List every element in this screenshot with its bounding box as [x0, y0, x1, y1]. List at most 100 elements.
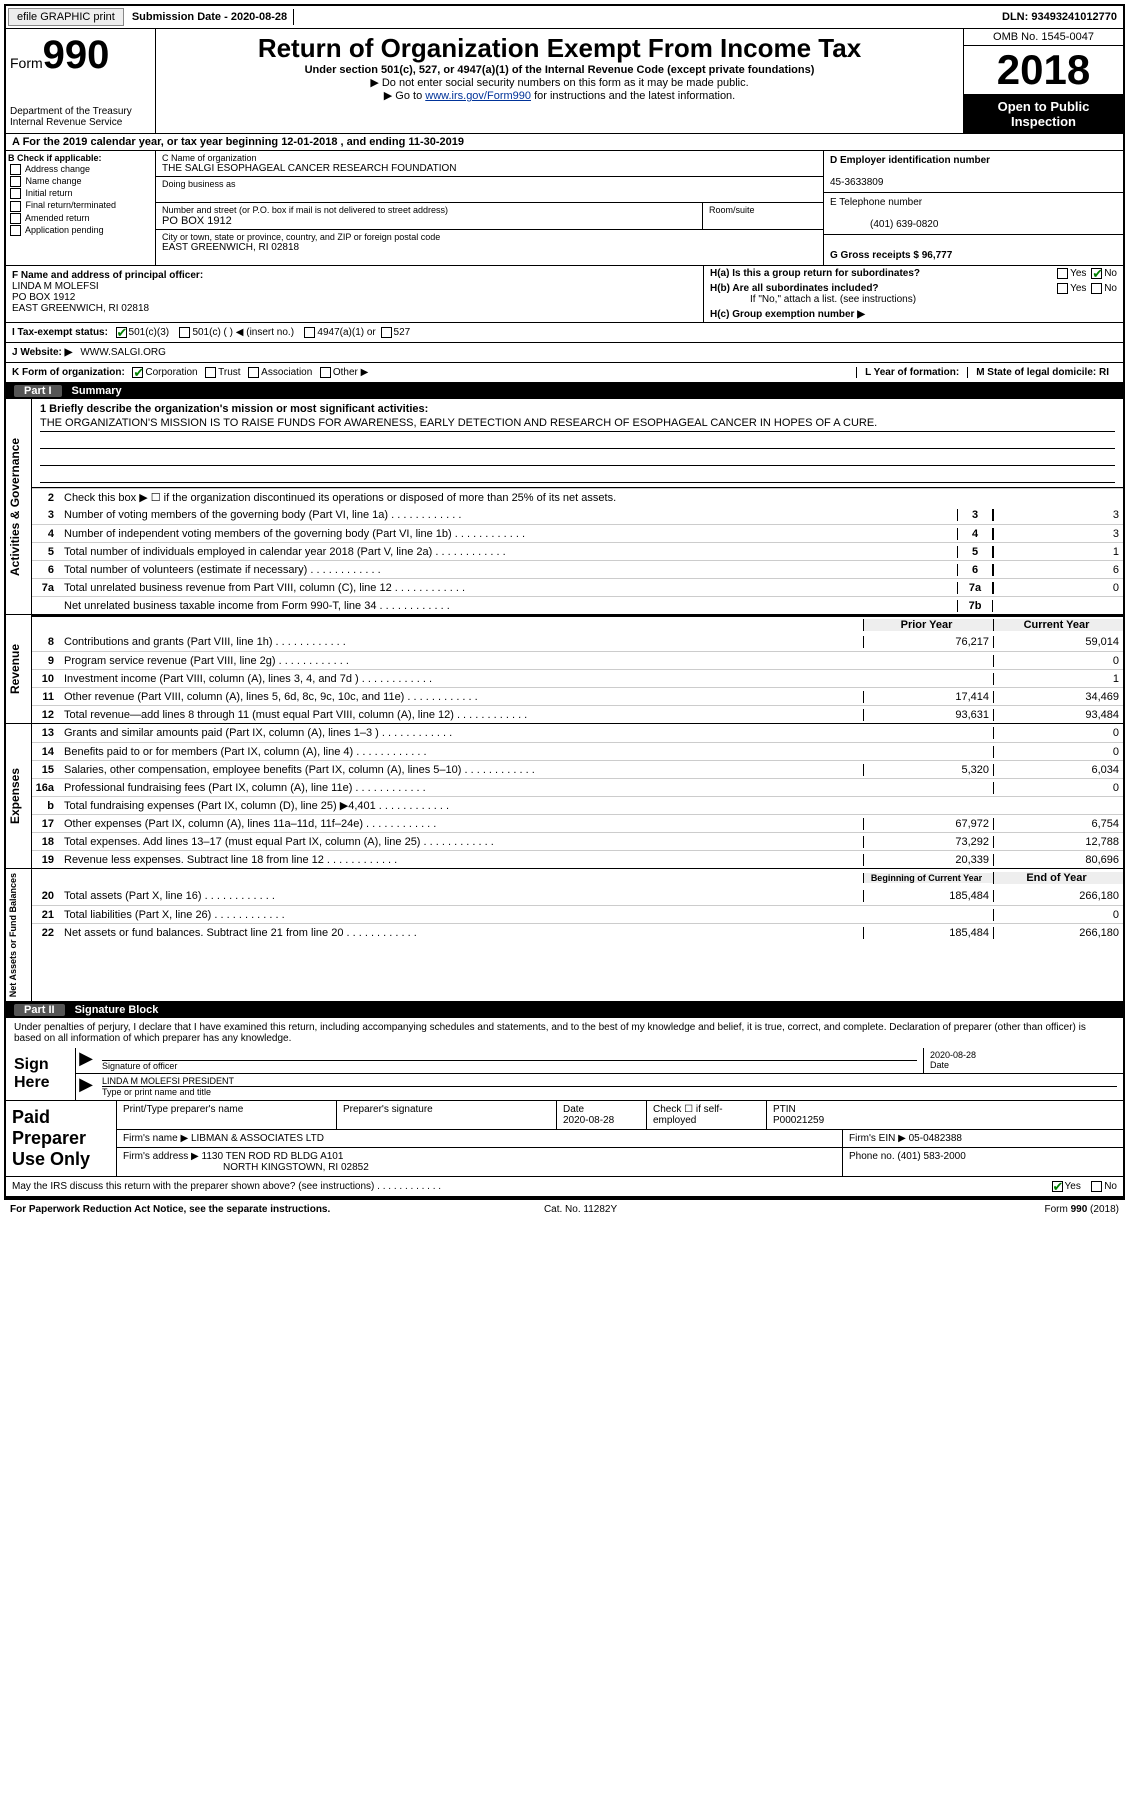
line-2: 2Check this box ▶ ☐ if the organization … [32, 488, 1123, 506]
ptin: PTINP00021259 [767, 1101, 1123, 1129]
ha-label: H(a) Is this a group return for subordin… [710, 268, 920, 279]
table-row: 7aTotal unrelated business revenue from … [32, 578, 1123, 596]
paid-preparer-section: Paid Preparer Use Only Print/Type prepar… [6, 1101, 1123, 1177]
table-row: bTotal fundraising expenses (Part IX, co… [32, 796, 1123, 814]
row-k-org-form: K Form of organization: Corporation Trus… [6, 363, 1123, 383]
col-b-label: B Check if applicable: [8, 153, 102, 163]
table-row: Net unrelated business taxable income fr… [32, 596, 1123, 614]
cb-application-pending[interactable]: Application pending [8, 225, 153, 236]
opt-527: 527 [394, 327, 411, 338]
expenses-label: Expenses [6, 724, 32, 868]
org-form-label: K Form of organization: [12, 367, 125, 378]
header-left: Form990 Department of the Treasury Inter… [6, 29, 156, 133]
ein-cell: D Employer identification number 45-3633… [824, 151, 1123, 193]
cb-501c3[interactable] [116, 327, 127, 338]
cb-association[interactable] [248, 367, 259, 378]
firm-address: Firm's address ▶ 1130 TEN ROD RD BLDG A1… [117, 1148, 843, 1176]
governance-lines: 1 Briefly describe the organization's mi… [32, 399, 1123, 614]
opt-trust: Trust [218, 367, 240, 378]
ein-value: 45-3633809 [830, 177, 883, 188]
firm-phone: Phone no. (401) 583-2000 [843, 1148, 1123, 1176]
opt-4947: 4947(a)(1) or [317, 327, 375, 338]
table-row: 21Total liabilities (Part X, line 26)0 [32, 905, 1123, 923]
irs-link[interactable]: www.irs.gov/Form990 [425, 90, 531, 102]
cb-name-change[interactable]: Name change [8, 176, 153, 187]
cb-final-return[interactable]: Final return/terminated [8, 200, 153, 211]
city-value: EAST GREENWICH, RI 02818 [162, 242, 817, 253]
street-cell: Number and street (or P.O. box if mail i… [156, 203, 703, 229]
phone-label: E Telephone number [830, 197, 922, 208]
discuss-question: May the IRS discuss this return with the… [12, 1181, 441, 1192]
cb-initial-return[interactable]: Initial return [8, 188, 153, 199]
cb-4947[interactable] [304, 327, 315, 338]
header-right: OMB No. 1545-0047 2018 Open to Public In… [963, 29, 1123, 133]
hb-no[interactable]: No [1104, 283, 1117, 294]
table-row: 5Total number of individuals employed in… [32, 542, 1123, 560]
table-row: 6Total number of volunteers (estimate if… [32, 560, 1123, 578]
page-footer: For Paperwork Reduction Act Notice, see … [4, 1200, 1125, 1219]
preparer-sig-label: Preparer's signature [337, 1101, 557, 1129]
sign-here-grid: Sign Here ▶ Signature of officer 2020-08… [6, 1048, 1123, 1100]
self-employed-check[interactable]: Check ☐ if self-employed [647, 1101, 767, 1129]
dln: DLN: 93493241012770 [996, 9, 1123, 25]
officer-signature-field[interactable]: Signature of officer [96, 1048, 923, 1073]
table-row: 8Contributions and grants (Part VIII, li… [32, 633, 1123, 651]
open-to-public: Open to Public Inspection [964, 95, 1123, 133]
cb-other[interactable] [320, 367, 331, 378]
ha-yes[interactable]: Yes [1070, 268, 1086, 279]
ein-label: D Employer identification number [830, 155, 990, 166]
goto-prefix: ▶ Go to [384, 90, 425, 102]
discuss-row: May the IRS discuss this return with the… [6, 1177, 1123, 1198]
cb-corporation[interactable] [132, 367, 143, 378]
declaration-text: Under penalties of perjury, I declare th… [6, 1018, 1123, 1048]
dba-label: Doing business as [162, 179, 817, 189]
officer-label: F Name and address of principal officer: [12, 270, 203, 281]
col-h-group: H(a) Is this a group return for subordin… [703, 266, 1123, 322]
discuss-yes: Yes [1065, 1181, 1081, 1192]
preparer-row-1: Print/Type preparer's name Preparer's si… [117, 1101, 1123, 1130]
boy-hdr: Beginning of Current Year [863, 873, 993, 883]
row-i-tax-status: I Tax-exempt status: 501(c)(3) 501(c) ( … [6, 323, 1123, 343]
tax-year: 2018 [964, 46, 1123, 95]
phone-cell: E Telephone number (401) 639-0820 [824, 193, 1123, 235]
firm-name: Firm's name ▶ LIBMAN & ASSOCIATES LTD [117, 1130, 843, 1147]
form-subtitle: Under section 501(c), 527, or 4947(a)(1)… [160, 64, 959, 76]
discuss-no-cb[interactable] [1091, 1181, 1102, 1192]
form-title: Return of Organization Exempt From Incom… [160, 33, 959, 64]
table-row: 4Number of independent voting members of… [32, 524, 1123, 542]
room-label: Room/suite [709, 205, 817, 215]
part-1-title: Summary [72, 385, 122, 397]
cb-amended-return[interactable]: Amended return [8, 213, 153, 224]
table-row: 16aProfessional fundraising fees (Part I… [32, 778, 1123, 796]
footer-form: Form 990 (2018) [1044, 1204, 1118, 1215]
form-header: Form990 Department of the Treasury Inter… [6, 29, 1123, 134]
arrow-icon: ▶ [76, 1048, 96, 1073]
submission-date: Submission Date - 2020-08-28 [126, 9, 294, 25]
street-label: Number and street (or P.O. box if mail i… [162, 205, 696, 215]
efile-print-button[interactable]: efile GRAPHIC print [8, 8, 124, 26]
col-d-e-g: D Employer identification number 45-3633… [823, 151, 1123, 265]
row-a-tax-year: A For the 2019 calendar year, or tax yea… [6, 134, 1123, 151]
form-number: Form990 [10, 33, 151, 78]
cb-527[interactable] [381, 327, 392, 338]
cb-501c[interactable] [179, 327, 190, 338]
hb-yes[interactable]: Yes [1070, 283, 1086, 294]
officer-name: LINDA M MOLEFSI [12, 281, 99, 292]
table-row: 10Investment income (Part VIII, column (… [32, 669, 1123, 687]
table-row: 13Grants and similar amounts paid (Part … [32, 724, 1123, 742]
hc-label: H(c) Group exemption number ▶ [710, 309, 865, 320]
form-number-big: 990 [43, 33, 110, 77]
city-cell: City or town, state or province, country… [156, 230, 823, 255]
dept-treasury: Department of the Treasury Internal Reve… [10, 106, 151, 128]
discuss-yes-cb[interactable] [1052, 1181, 1063, 1192]
firm-ein: Firm's EIN ▶ 05-0482388 [843, 1130, 1123, 1147]
dba-cell: Doing business as [156, 177, 823, 203]
gross-receipts: G Gross receipts $ 96,777 [830, 250, 952, 261]
footer-catalog: Cat. No. 11282Y [544, 1204, 617, 1215]
part-2-header: Part II Signature Block [6, 1002, 1123, 1018]
cb-address-change[interactable]: Address change [8, 164, 153, 175]
ha-no[interactable]: No [1104, 268, 1117, 279]
tax-status-label: I Tax-exempt status: [12, 327, 108, 338]
org-name: THE SALGI ESOPHAGEAL CANCER RESEARCH FOU… [162, 163, 817, 174]
cb-trust[interactable] [205, 367, 216, 378]
